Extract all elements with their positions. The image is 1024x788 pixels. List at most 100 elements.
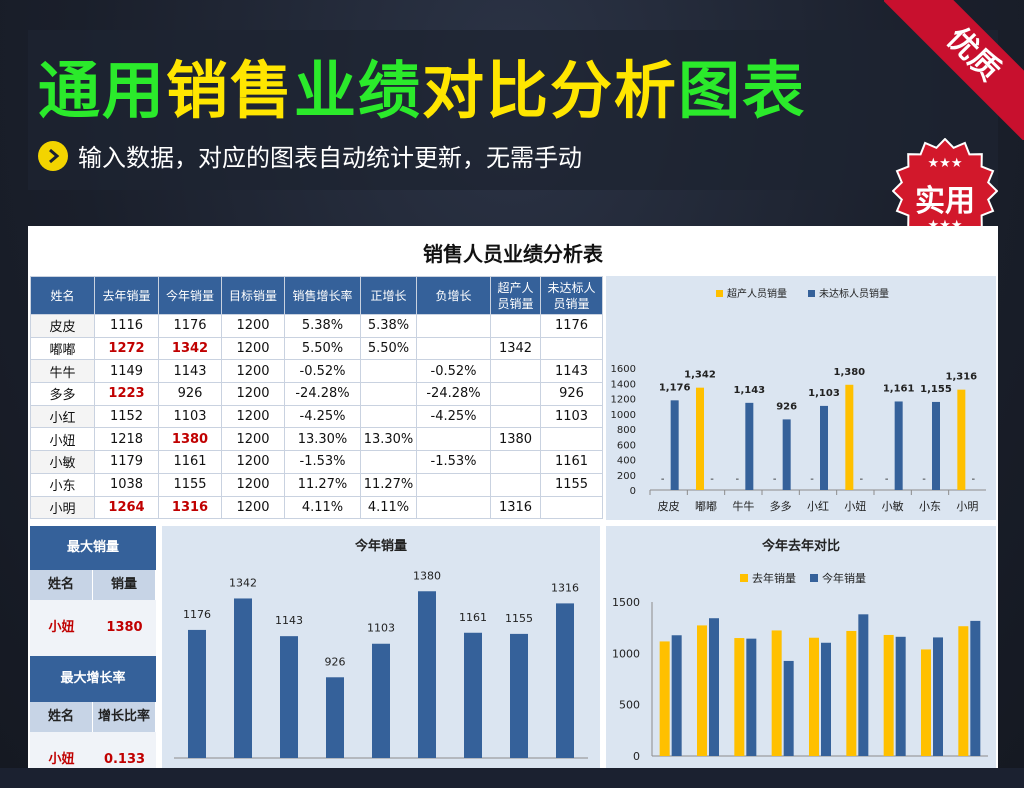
- table-cell-neg: -4.25%: [416, 404, 491, 429]
- y-tick-label: 1000: [611, 410, 636, 421]
- column-header: 超产人 员销量: [490, 276, 541, 315]
- seal-label: 实用: [915, 184, 975, 219]
- table-cell-name: 小东: [30, 472, 95, 497]
- table-cell-over: [490, 404, 541, 429]
- bar: [280, 636, 298, 758]
- bar: [734, 638, 745, 756]
- table-cell-over: [490, 382, 541, 406]
- table-cell-neg: [416, 336, 491, 361]
- y-tick-label: 800: [617, 425, 636, 436]
- table-cell-last: 1152: [94, 404, 159, 429]
- subtitle: 输入数据，对应的图表自动统计更新，无需手动: [78, 144, 582, 172]
- table-title: 销售人员业绩分析表: [423, 242, 603, 266]
- table-cell-pos: [360, 382, 417, 406]
- table-cell-last: 1179: [94, 450, 159, 474]
- table-cell-rate: 5.38%: [284, 314, 361, 338]
- bar: [957, 389, 966, 490]
- table-cell-this: 1143: [158, 359, 222, 384]
- chart-compare-panel: 今年去年对比 去年销量 今年销量 0 500 1000 1500: [606, 526, 996, 768]
- table-cell-this: 1380: [158, 427, 222, 452]
- bar-value-label: 1342: [229, 576, 257, 589]
- legend-swatch: [810, 574, 818, 582]
- table-row: 小红 1152 1103 1200 -4.25% -4.25% 1103: [30, 404, 603, 429]
- bar-value-label: 1103: [367, 622, 395, 635]
- bar: [746, 638, 757, 756]
- header-panel: [28, 30, 998, 190]
- table-cell-neg: -24.28%: [416, 382, 491, 406]
- table-cell-this: 926: [158, 382, 222, 406]
- table-cell-under: [540, 427, 603, 452]
- bar: [958, 626, 969, 756]
- x-tick-label: 牛牛: [732, 499, 754, 513]
- report-sheet: 销售人员业绩分析表 姓名 去年销量 今年销量 目标销量 销售增长率 正增长 负增长 超产人 员销…: [28, 226, 998, 768]
- bar: [709, 618, 719, 756]
- table-cell-neg: [416, 495, 491, 520]
- y-tick-label: 0: [630, 486, 636, 497]
- table-cell-last: 1116: [94, 314, 159, 338]
- bar: [895, 636, 906, 756]
- table-cell-neg: -0.52%: [416, 359, 491, 384]
- table-cell-over: 1316: [490, 495, 541, 520]
- y-tick-label: 400: [617, 456, 636, 467]
- table-row: 小妞 1218 1380 1200 13.30% 13.30% 1380: [30, 427, 603, 452]
- chart-over-under-panel: 超产人员销量 未达标人员销量 0 200 400 600 800 1000 1200 1400 16…: [606, 276, 996, 520]
- table-cell-name: 小敏: [30, 450, 95, 474]
- bar: [809, 637, 819, 756]
- table-header-row: 姓名 去年销量 今年销量 目标销量 销售增长率 正增长 负增长 超产人 员销量 未达标人 员销量: [30, 276, 603, 315]
- bar: [858, 614, 869, 756]
- max-growth-row: 小妞 0.133: [30, 732, 156, 768]
- table-cell-under: 1103: [540, 404, 603, 429]
- sales-table: 姓名 去年销量 今年销量 目标销量 销售增长率 正增长 负增长 超产人 员销量 未达标人 员销量 皮…: [30, 276, 603, 520]
- table-cell-last: 1038: [94, 472, 159, 497]
- table-cell-under: 1155: [540, 472, 603, 497]
- table-cell-under: 1176: [540, 314, 603, 338]
- table-cell-name: 皮皮: [30, 314, 95, 338]
- max-growth-col-name: 姓名: [30, 702, 93, 732]
- bar-value-label: 1,176: [659, 382, 691, 393]
- table-row: 小明 1264 1316 1200 4.11% 4.11% 1316: [30, 495, 603, 520]
- bar: [659, 641, 670, 756]
- table-cell-this: 1161: [158, 450, 222, 474]
- title-part-4: 对比分析: [422, 54, 679, 127]
- y-tick-label: 1600: [611, 364, 636, 375]
- x-tick-label: 小东: [919, 500, 941, 513]
- table-cell-neg: [416, 472, 491, 497]
- empty-value-label: -: [885, 474, 889, 485]
- bar-value-label: 1,155: [920, 384, 952, 395]
- bar: [921, 649, 931, 756]
- bar: [697, 625, 707, 756]
- bar: [671, 635, 682, 756]
- table-cell-over: [490, 472, 541, 497]
- y-tick-label: 1000: [612, 647, 640, 660]
- y-tick-label: 500: [619, 699, 640, 712]
- table-row: 多多 1223 926 1200 -24.28% -24.28% 926: [30, 382, 603, 406]
- bar: [556, 603, 574, 758]
- table-cell-over: [490, 450, 541, 474]
- max-growth-header: 姓名 增长比率: [30, 702, 156, 732]
- table-cell-neg: [416, 427, 491, 452]
- bar: [745, 402, 754, 490]
- table-cell-under: [540, 336, 603, 361]
- x-tick-label: 小红: [807, 500, 829, 513]
- max-growth-col-value: 增长比率: [93, 702, 156, 732]
- table-cell-over: 1380: [490, 427, 541, 452]
- column-header: 正增长: [360, 276, 417, 315]
- corner-ribbon: 优质: [884, 0, 1024, 140]
- table-cell-this: 1155: [158, 472, 222, 497]
- max-sales-row: 小妞 1380: [30, 600, 156, 656]
- table-cell-under: 1161: [540, 450, 603, 474]
- empty-value-label: -: [922, 474, 926, 485]
- page-title: 通用销售业绩对比分析图表: [38, 40, 806, 130]
- table-row: 皮皮 1116 1176 1200 5.38% 5.38% 1176: [30, 314, 603, 338]
- bar-value-label: 1176: [183, 608, 211, 621]
- corner-ribbon-label: 优质: [884, 0, 1024, 140]
- empty-value-label: -: [773, 474, 777, 485]
- table-cell-name: 嘟嘟: [30, 336, 95, 361]
- table-cell-target: 1200: [221, 359, 285, 384]
- y-tick-label: 0: [633, 750, 640, 763]
- table-cell-over: [490, 314, 541, 338]
- table-cell-this: 1176: [158, 314, 222, 338]
- table-row: 嘟嘟 1272 1342 1200 5.50% 5.50% 1342: [30, 336, 603, 361]
- max-sales-title: 最大销量: [30, 526, 156, 570]
- legend-label: 去年销量: [752, 571, 796, 585]
